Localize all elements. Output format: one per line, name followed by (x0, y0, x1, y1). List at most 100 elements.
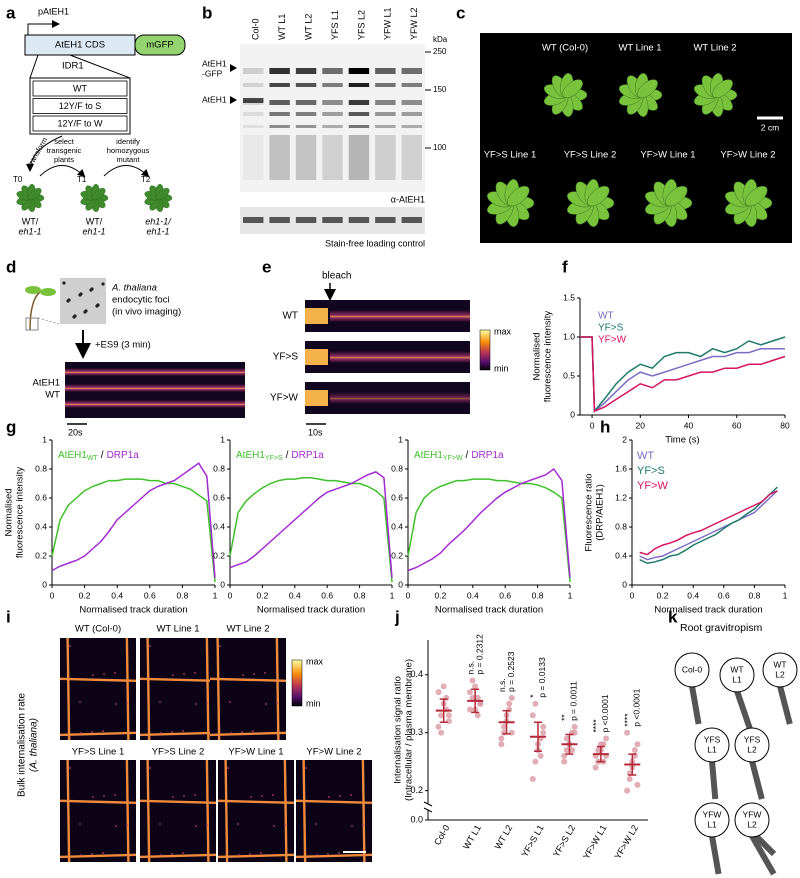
colorbar (479, 329, 491, 371)
legend-entry: AtEH1YF>S / DRP1a (236, 450, 324, 462)
label: -GFP (202, 68, 223, 78)
label: WT (Col-0) (542, 43, 588, 54)
micrograph (296, 760, 372, 862)
foci (230, 732, 232, 734)
label: mGFP (146, 40, 173, 51)
p-value: p <0.0001 (600, 694, 610, 732)
label: (in vivo imaging) (112, 307, 181, 318)
blot-band (322, 125, 343, 128)
data-point (438, 729, 445, 736)
focus (89, 288, 93, 292)
x-tick-label: 0.4 (467, 590, 479, 600)
foci (79, 823, 81, 825)
x-tick-label: 0.4 (289, 590, 301, 600)
data-line (580, 336, 785, 413)
y-tick-label: 0.4 (35, 521, 47, 531)
foci (91, 853, 93, 855)
x-tick-label: 0 (630, 590, 635, 600)
foci (102, 852, 104, 854)
x-tick-label: 1 (213, 590, 218, 600)
label: AtEH1 (202, 94, 227, 104)
y-tick-label: 0.2 (410, 785, 423, 795)
panel-letter: i (6, 607, 11, 626)
blot-band (243, 98, 264, 103)
legend-text: DRP1a (291, 450, 324, 461)
foci (242, 674, 244, 676)
x-tick-label: 0.6 (718, 590, 730, 600)
label: YF>W Line 2 (720, 150, 775, 161)
y-label: fluorescence intensity (15, 467, 26, 559)
foci (206, 702, 208, 704)
data-point (506, 700, 513, 707)
plant-icon (734, 802, 770, 838)
x-tick-label: YF>W L1 (581, 823, 609, 861)
y-tick-label: 0.3 (410, 727, 423, 737)
panel-letter: b (202, 3, 212, 22)
y-label: Normalised (532, 332, 543, 380)
y-tick-label: 0.2 (213, 550, 225, 560)
foci (126, 702, 128, 704)
y-tick-label: 1 (42, 434, 47, 444)
label: YF>S (273, 352, 299, 363)
blot-band (401, 83, 422, 87)
data-point (508, 729, 515, 736)
panel-letter: c (456, 3, 465, 22)
x-tick-label: 80 (780, 420, 790, 430)
y-tick-label: 1 (220, 434, 225, 444)
x-tick-label: WT L2 (493, 823, 515, 851)
micrograph (218, 760, 294, 862)
y-tick-label: 0.2 (391, 550, 403, 560)
label: 2 cm (761, 122, 779, 132)
foci (264, 672, 266, 674)
data-point (435, 723, 442, 730)
legend-text: AtEH1 (58, 450, 87, 461)
foci (182, 730, 184, 732)
label: IDR1 (62, 61, 84, 72)
foci (69, 645, 71, 647)
foci (171, 731, 173, 733)
foci (227, 767, 229, 769)
foci (183, 795, 185, 797)
data-point (537, 752, 544, 759)
data-point (563, 747, 570, 754)
foci (92, 796, 94, 798)
label: YF>S Line 1 (72, 747, 125, 758)
data-point (540, 729, 547, 736)
kymo-prebleach (305, 349, 328, 365)
label: 100 (433, 143, 447, 152)
plant-icon (694, 802, 730, 838)
cell-wall (66, 759, 71, 863)
line (69, 54, 131, 79)
cell-wall (146, 759, 151, 863)
label: YF>W Line 2 (306, 747, 361, 758)
cell-wall (217, 799, 295, 805)
micrograph (140, 760, 216, 862)
foci (305, 767, 307, 769)
foci (250, 796, 252, 798)
label: AtEH1 CDS (55, 40, 105, 51)
significance: n.s. (465, 661, 475, 675)
blot-smear (322, 135, 343, 180)
significance: * (528, 694, 538, 698)
blot-band (269, 112, 290, 116)
legend-text: AtEH1 (236, 450, 265, 461)
x-tick-label: 0.8 (354, 590, 366, 600)
label: select (54, 137, 75, 146)
foci (252, 730, 254, 732)
foci (339, 795, 341, 797)
label: L2 (775, 669, 785, 679)
blot-band (269, 68, 290, 74)
data-point (626, 776, 633, 783)
cell-wall (361, 759, 366, 863)
foci (237, 823, 239, 825)
root (777, 685, 793, 725)
y-tick-label: 0.5 (563, 370, 575, 380)
foci (182, 852, 184, 854)
significance: ** (560, 714, 570, 721)
label: min (306, 698, 321, 708)
foci (195, 825, 197, 827)
panel-letter: f (562, 257, 568, 276)
foci (172, 674, 174, 676)
y-tick-label: 0.4 (213, 521, 225, 531)
blot-smear (269, 135, 290, 180)
